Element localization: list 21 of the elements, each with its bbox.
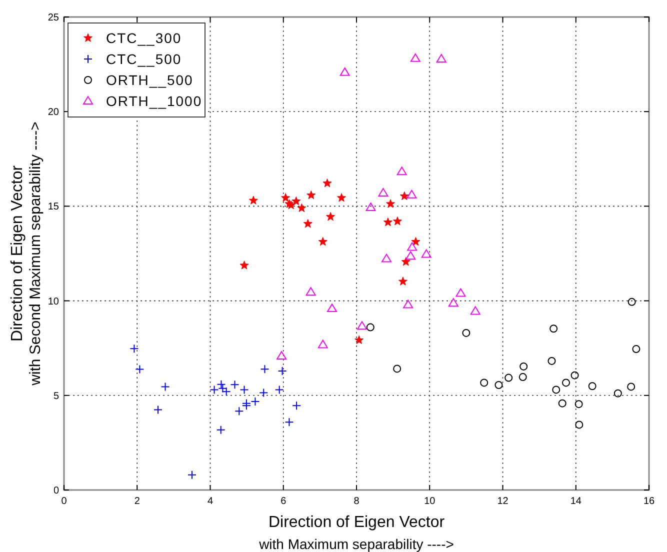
y-tick-label: 10 [48, 296, 60, 308]
legend-label: CTC__500 [106, 51, 182, 67]
legend-label: CTC__300 [106, 30, 182, 46]
y-tick-label: 0 [53, 486, 60, 496]
y-axis-title: Direction of Eigen Vector with Second Maximum separability ----> [9, 121, 44, 386]
legend-label: ORTH__1000 [106, 93, 202, 109]
y-tick-label: 25 [48, 12, 60, 24]
x-tick-label: 8 [354, 496, 360, 507]
x-tick-label: 0 [61, 496, 68, 507]
legend-label: ORTH__500 [106, 72, 194, 88]
x-axis-title: Direction of Eigen Vector with Maximum separability ----> [258, 514, 454, 552]
y-tick-label: 20 [48, 107, 60, 118]
x-tick-label: 10 [424, 496, 436, 507]
x-tick-label: 12 [497, 496, 509, 507]
y-tick-label: 5 [53, 390, 60, 402]
x-tick-label: 4 [207, 496, 214, 507]
x-tick-label: 14 [570, 496, 582, 507]
x-tick-label: 16 [643, 496, 655, 507]
x-tick-label: 2 [134, 496, 140, 507]
x-tick-label: 6 [280, 496, 287, 507]
y-tick-label: 15 [48, 202, 60, 213]
